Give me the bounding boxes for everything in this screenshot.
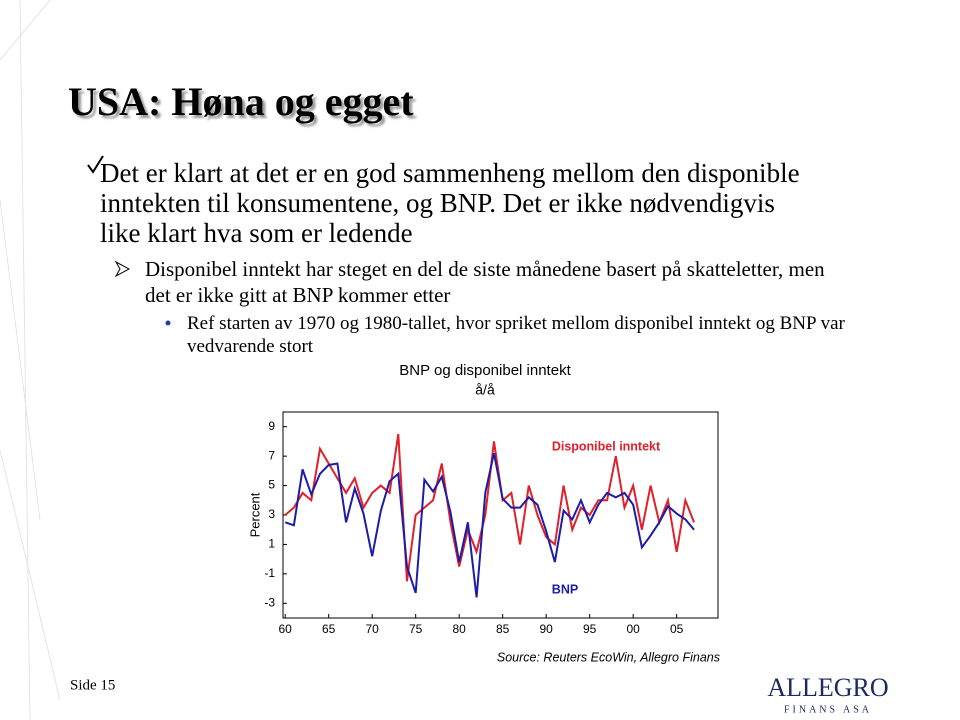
y-axis-label: Percent: [247, 492, 262, 537]
source: Source: Reuters EcoWin, Allegro Finans: [497, 650, 720, 664]
check-icon: [87, 155, 104, 174]
x-tick-label: 80: [452, 622, 466, 636]
series-label: Disponibel inntekt: [552, 439, 661, 453]
x-tick-label: 75: [409, 622, 423, 636]
series-line: [284, 433, 696, 582]
bullet: Ref starten av 1970 og 1980-tallet, hvor…: [187, 313, 845, 357]
y-tick-label: 3: [268, 507, 275, 521]
chart-subtitle: å/å: [475, 382, 495, 398]
x-tick-label: 90: [539, 622, 553, 636]
x-tick-label: 70: [365, 622, 379, 636]
bullet: Disponibel inntekt har steget en del de …: [145, 257, 825, 307]
y-tick-label: 5: [268, 478, 275, 492]
series-label: BNP: [552, 582, 578, 596]
logo-sub: FINANS ASA: [784, 704, 872, 715]
slide-title: USA: Høna og egget: [68, 79, 414, 124]
y-tick-label: 7: [268, 448, 275, 462]
x-tick-label: 05: [670, 622, 684, 636]
series-line: [284, 452, 695, 598]
logo-name: ALLEGRO: [767, 673, 888, 702]
y-tick-label: -3: [264, 595, 275, 609]
x-tick-label: 60: [278, 622, 292, 636]
x-tick-label: 65: [322, 622, 336, 636]
bullet: Det er klart at det er en god sammenheng…: [100, 158, 800, 248]
page-number: Side 15: [70, 677, 115, 693]
decoration: [0, 0, 61, 720]
x-tick-label: 00: [626, 622, 640, 636]
y-tick-label: 1: [268, 537, 275, 551]
chart-title: BNP og disponibel inntekt: [399, 362, 571, 379]
y-tick-label: 9: [268, 419, 275, 433]
y-tick-label: -1: [264, 566, 275, 580]
arrow-icon: [114, 260, 131, 278]
x-tick-label: 95: [583, 622, 597, 636]
x-tick-label: 85: [496, 622, 510, 636]
dot-icon: [165, 320, 171, 326]
